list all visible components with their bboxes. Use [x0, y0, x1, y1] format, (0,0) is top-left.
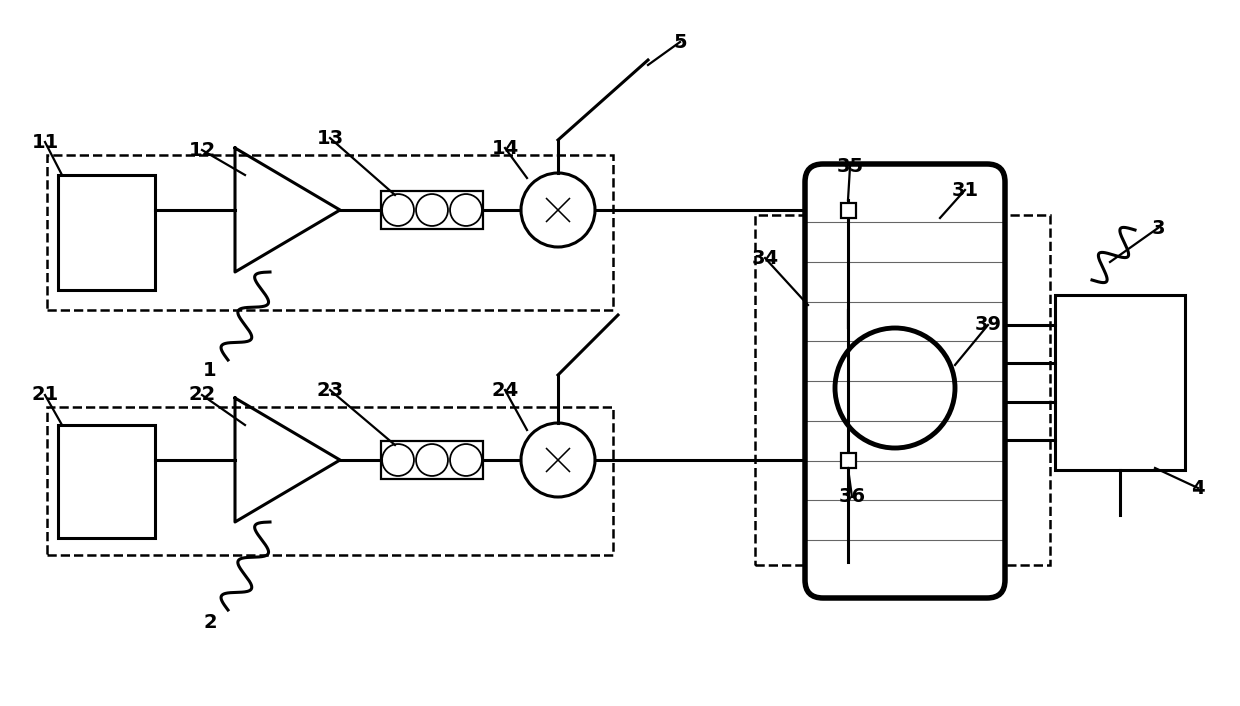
Text: 24: 24 [491, 381, 518, 400]
Text: 23: 23 [316, 381, 343, 400]
Text: 11: 11 [31, 133, 58, 152]
Text: 3: 3 [1151, 218, 1164, 237]
Bar [58, 425, 155, 538]
Text: 14: 14 [491, 138, 518, 157]
Text: 22: 22 [188, 385, 216, 405]
Bar [47, 407, 613, 555]
Bar [1055, 295, 1185, 470]
Text: 4: 4 [1192, 479, 1205, 498]
Text: 5: 5 [673, 32, 687, 52]
Text: 35: 35 [837, 157, 863, 176]
Text: 21: 21 [31, 385, 58, 405]
Text: 13: 13 [316, 128, 343, 148]
Text: 39: 39 [975, 316, 1002, 335]
Text: 2: 2 [203, 613, 217, 631]
Text: 1: 1 [203, 361, 217, 380]
Text: 36: 36 [838, 488, 866, 506]
Text: 31: 31 [951, 181, 978, 200]
Bar [381, 441, 484, 479]
Bar [47, 155, 613, 310]
Bar [381, 191, 484, 229]
Bar [755, 215, 1050, 565]
Text: 34: 34 [751, 249, 779, 268]
Bar [58, 175, 155, 290]
Text: 12: 12 [188, 140, 216, 160]
Bar [841, 453, 856, 467]
Bar [841, 203, 856, 217]
FancyBboxPatch shape [805, 164, 1004, 598]
